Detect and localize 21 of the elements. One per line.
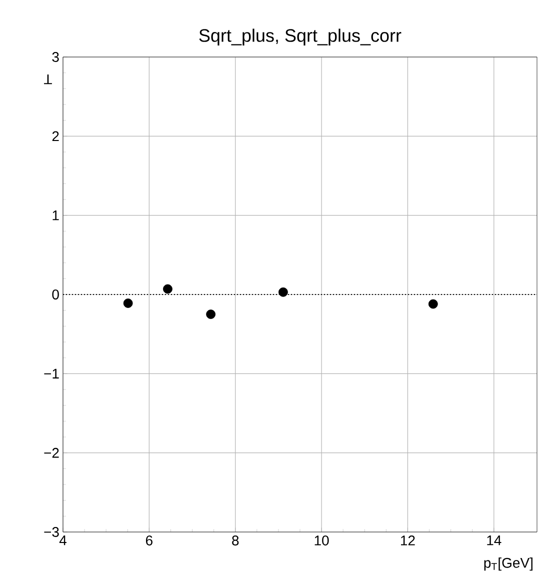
y-axis-title: T (44, 74, 52, 84)
point (206, 310, 216, 319)
y-tick-label: −3 (44, 527, 59, 537)
y-tick-label: 2 (52, 131, 59, 142)
x-tick-label: 14 (487, 536, 502, 546)
y-tick-label: 3 (52, 52, 59, 62)
chart-title: Sqrt_plus, Sqrt_plus_corr (199, 28, 402, 46)
x-tick-label: 8 (232, 536, 239, 546)
x-axis-title: p$_{T}$[GeV] (484, 558, 532, 571)
point (163, 284, 172, 294)
y-tick-label: −2 (44, 448, 59, 458)
y-tick-label: 1 (52, 210, 59, 220)
point (278, 287, 288, 297)
x-tick-label: 4 (59, 536, 66, 546)
x-tick-label: 10 (314, 536, 329, 546)
y-tick-label: −1 (44, 368, 59, 378)
y-tick-label: 0 (52, 290, 59, 300)
point (428, 299, 438, 309)
x-tick-label: 12 (401, 536, 415, 546)
x-tick-label: 6 (146, 536, 152, 546)
point (123, 298, 133, 308)
